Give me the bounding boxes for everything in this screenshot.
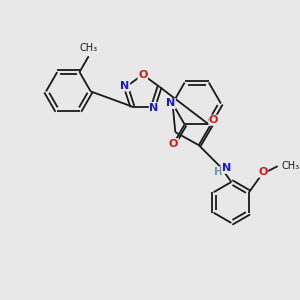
- Text: N: N: [149, 103, 159, 112]
- Text: N: N: [120, 81, 130, 91]
- Text: H: H: [214, 167, 223, 177]
- Text: O: O: [169, 139, 178, 148]
- Text: O: O: [138, 70, 148, 80]
- Text: O: O: [258, 167, 268, 177]
- Text: CH₃: CH₃: [80, 43, 98, 52]
- Text: CH₃: CH₃: [281, 161, 299, 171]
- Text: N: N: [222, 163, 231, 173]
- Text: N: N: [166, 98, 175, 109]
- Text: O: O: [209, 115, 218, 125]
